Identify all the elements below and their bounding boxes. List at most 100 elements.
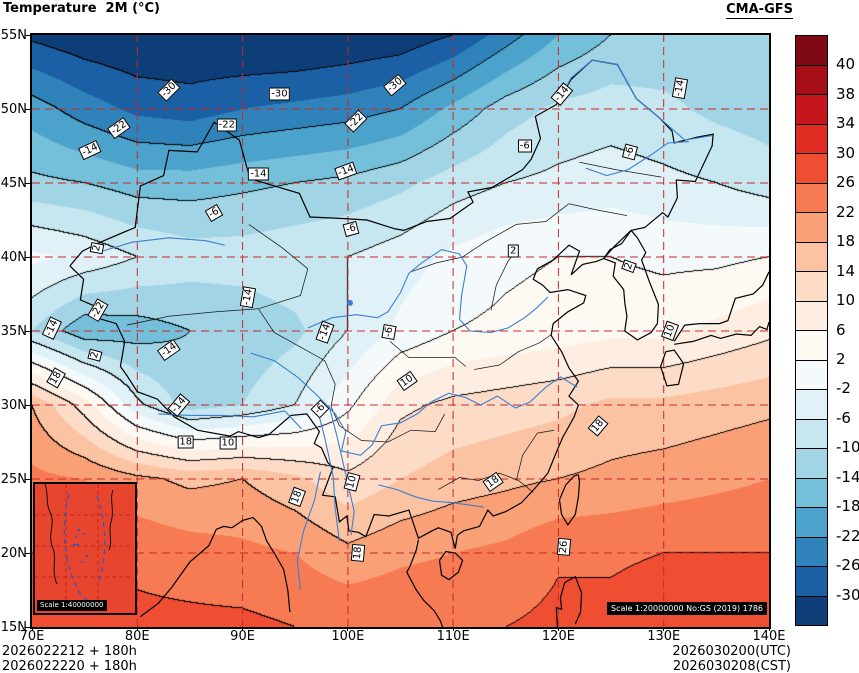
- contour-label: -30: [269, 87, 290, 101]
- contour-label: 2: [89, 241, 105, 255]
- colorbar-block: [796, 242, 827, 272]
- contour-label: 18: [46, 367, 67, 389]
- colorbar-block: [796, 124, 827, 154]
- colorbar-tick-label: 22: [836, 202, 856, 221]
- colorbar-tick-label: 6: [836, 320, 846, 339]
- colorbar-tick-label: 2: [836, 349, 846, 368]
- contour-label: -6: [342, 220, 360, 237]
- coastline-boundary: [406, 539, 444, 627]
- colorbar-block: [796, 213, 827, 243]
- colorbar: [795, 35, 828, 626]
- chart-title: Temperature 2M (°C): [3, 1, 160, 16]
- map-overlay: [32, 35, 769, 627]
- contour-label: 18: [177, 435, 195, 449]
- coastline-boundary: [659, 349, 685, 387]
- river: [158, 410, 302, 430]
- contour-label: -6: [517, 139, 532, 153]
- lat-tick-label: 35N: [0, 324, 27, 339]
- province-boundary: [568, 203, 627, 216]
- inset-islands: [73, 528, 89, 563]
- map-scale-label: Scale 1:20000000 No:GS (2019) 1786: [606, 602, 767, 615]
- colorbar-block: [796, 508, 827, 538]
- contour-label: 10: [661, 320, 680, 342]
- colorbar-tick-label: -30: [836, 585, 859, 604]
- contour-label: -14: [156, 339, 181, 362]
- colorbar-block: [796, 272, 827, 302]
- contour-label: 18: [351, 544, 366, 562]
- colorbar-tick-label: 10: [836, 291, 856, 310]
- colorbar-block: [796, 65, 827, 95]
- lon-tick-label: 110E: [436, 629, 470, 644]
- contour-label: -14: [77, 140, 102, 161]
- colorbar-tick-label: -26: [836, 556, 859, 575]
- contour-label: -30: [383, 73, 408, 97]
- coastline-boundary: [140, 516, 291, 618]
- colorbar-block: [796, 36, 827, 66]
- colorbar-tick-label: 26: [836, 173, 856, 192]
- colorbar-tick-label: -14: [836, 467, 859, 486]
- lat-tick-label: 40N: [0, 250, 27, 265]
- lat-tick-label: 50N: [0, 102, 27, 117]
- lat-tick-label: 20N: [0, 546, 27, 561]
- colorbar-block: [796, 183, 827, 213]
- colorbar-tick-label: 30: [836, 143, 856, 162]
- lat-tick-label: 15N: [0, 620, 27, 635]
- contour-label: -14: [167, 393, 191, 417]
- contour-label: 2: [507, 244, 519, 258]
- contour-label: -14: [41, 316, 63, 340]
- coastline-boundary: [558, 474, 581, 526]
- contour-label: -22: [87, 298, 110, 323]
- lat-tick-label: 25N: [0, 472, 27, 487]
- colorbar-tick-label: -10: [836, 438, 859, 457]
- valid-time-cst: 2026030208(CST): [672, 659, 791, 673]
- contour-label: 10: [219, 436, 237, 450]
- colorbar-block: [796, 419, 827, 449]
- province-boundary: [126, 295, 301, 326]
- contour-label: 2: [87, 347, 103, 362]
- lat-tick-label: 45N: [0, 176, 27, 191]
- river: [378, 484, 484, 508]
- contour-label: -6: [381, 324, 397, 341]
- colorbar-tick-label: 18: [836, 232, 856, 251]
- lat-tick-label: 55N: [0, 28, 27, 43]
- province-boundary: [515, 429, 555, 481]
- colorbar-block: [796, 567, 827, 597]
- contour-label: 10: [396, 371, 418, 392]
- contour-label: 26: [556, 538, 571, 556]
- contour-label: 2: [621, 258, 637, 273]
- contour-label: 18: [288, 486, 307, 507]
- map-frame: -30 -30 -30 -22 -22 -22 -22 -14 -14 -14 -14 -14 -14-…: [30, 33, 771, 629]
- province-boundary: [474, 333, 553, 370]
- province-boundary: [258, 308, 336, 385]
- contour-label: -14: [333, 161, 358, 181]
- colorbar-block: [796, 95, 827, 125]
- contour-label: -6: [621, 143, 639, 161]
- contour-label: -14: [248, 167, 269, 181]
- contour-label: 18: [482, 471, 504, 493]
- coastline-boundary: [69, 59, 714, 549]
- coastline-boundary: [438, 550, 464, 581]
- inset-dash-line-west: [63, 493, 94, 605]
- colorbar-tick-label: 14: [836, 261, 856, 280]
- south-china-sea-inset: Scale 1:40000000: [33, 482, 137, 615]
- coastline-boundary: [555, 575, 583, 627]
- colorbar-block: [796, 390, 827, 420]
- colorbar-tick-label: -18: [836, 497, 859, 516]
- colorbar-block: [796, 537, 827, 567]
- river: [97, 237, 225, 254]
- contour-label: 18: [588, 415, 609, 437]
- lon-tick-label: 80E: [124, 629, 150, 644]
- colorbar-tick-label: -6: [836, 408, 851, 427]
- colorbar-block: [796, 478, 827, 508]
- province-boundary: [248, 224, 309, 296]
- lon-tick-label: 100E: [331, 629, 365, 644]
- contour-label: -14: [671, 77, 688, 100]
- lon-tick-label: 130E: [647, 629, 681, 644]
- contour-label: -6: [310, 399, 331, 419]
- river: [556, 59, 713, 141]
- init-time-cst: 2026022220 + 180h: [2, 659, 137, 673]
- inset-sea-fill: [35, 484, 131, 609]
- coastline-boundary: [602, 230, 660, 341]
- contour-label: -30: [157, 77, 181, 102]
- province-boundary: [389, 341, 467, 367]
